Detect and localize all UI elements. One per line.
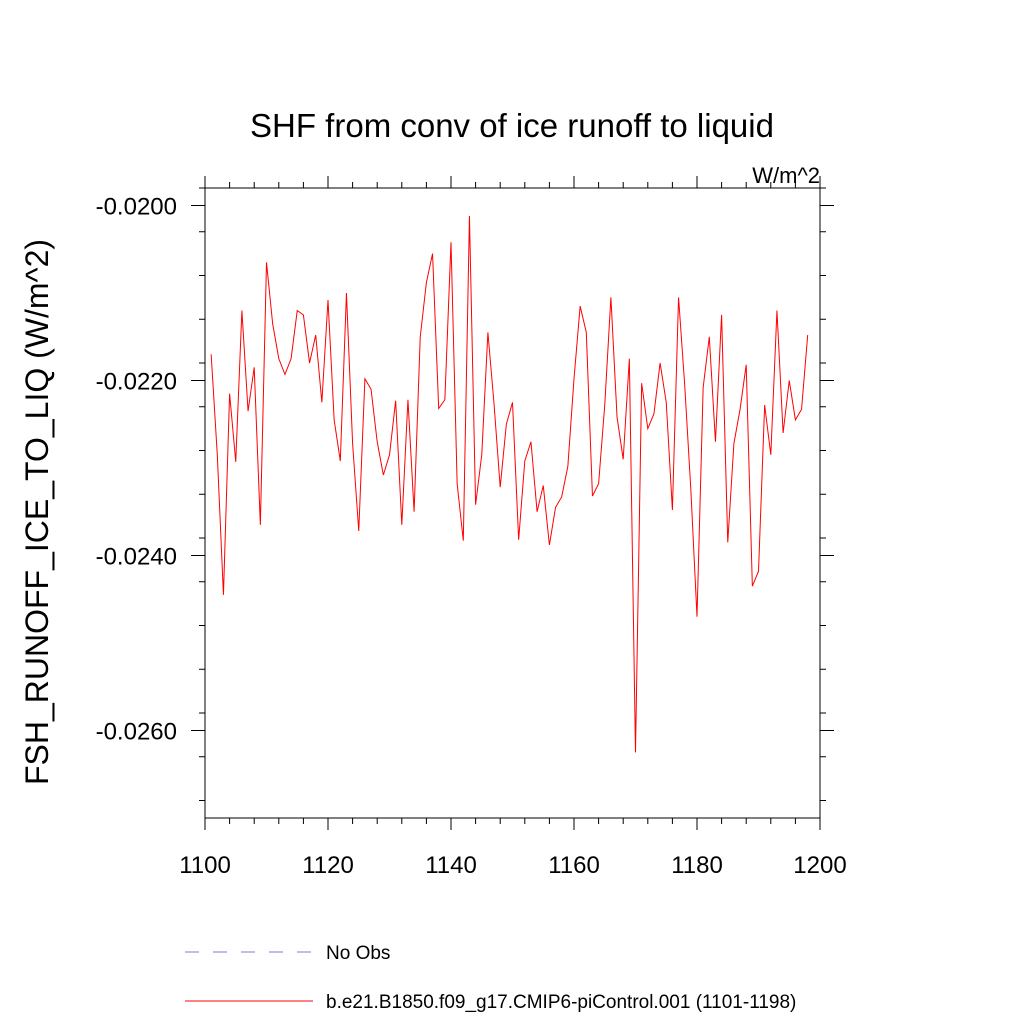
y-tick-label: -0.0220 xyxy=(96,369,177,396)
units-label: W/m^2 xyxy=(752,163,820,188)
x-tick-labels: 1100 1120 1140 1160 1180 1200 xyxy=(179,852,847,879)
axis-ticks xyxy=(191,176,834,830)
legend-label-1: b.e21.B1850.f09_g17.CMIP6-piControl.001 … xyxy=(326,992,796,1013)
x-tick-label: 1140 xyxy=(425,852,477,879)
plot-frame xyxy=(204,187,821,819)
legend: No Obs b.e21.B1850.f09_g17.CMIP6-piContro… xyxy=(185,943,796,1013)
series-line-1 xyxy=(210,215,809,753)
series-layer xyxy=(210,215,809,753)
y-tick-labels: -0.0200 -0.0220 -0.0240 -0.0260 xyxy=(96,194,177,746)
legend-label-0: No Obs xyxy=(326,943,390,964)
x-tick-label: 1100 xyxy=(179,852,231,879)
x-tick-label: 1180 xyxy=(671,852,723,879)
x-tick-label: 1160 xyxy=(548,852,600,879)
y-tick-label: -0.0240 xyxy=(96,544,177,571)
y-tick-label: -0.0260 xyxy=(96,719,177,746)
y-tick-label: -0.0200 xyxy=(96,194,177,221)
chart-title: SHF from conv of ice runoff to liquid xyxy=(250,107,774,144)
y-axis-label: FSH_RUNOFF_ICE_TO_LIQ (W/m^2) xyxy=(19,239,55,785)
x-tick-label: 1120 xyxy=(302,852,354,879)
x-tick-label: 1200 xyxy=(793,852,846,879)
